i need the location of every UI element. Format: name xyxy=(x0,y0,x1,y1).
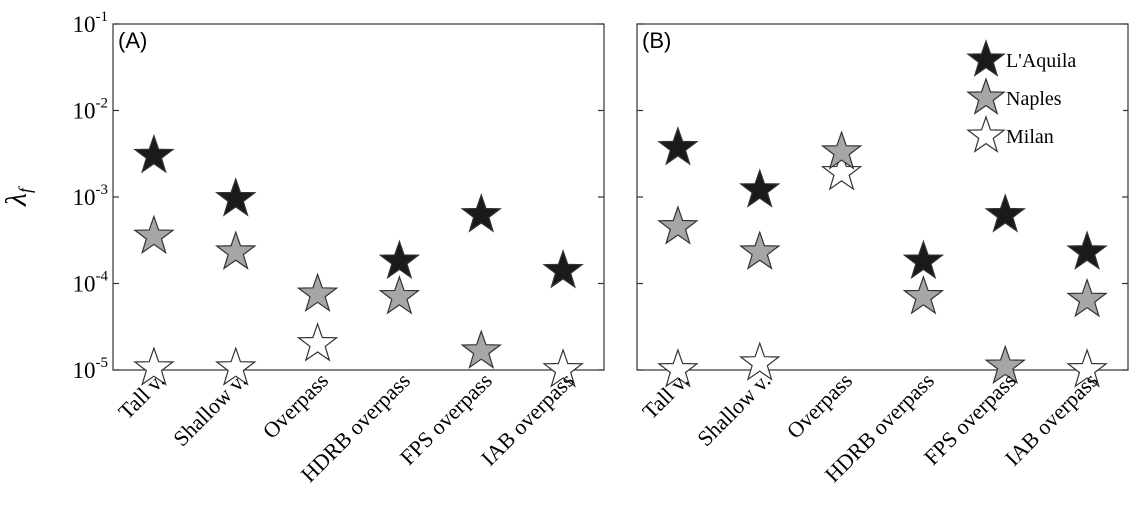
legend-label: Milan xyxy=(1006,126,1054,148)
star-marker xyxy=(902,275,945,315)
y-axis-label: λf xyxy=(0,185,35,207)
star-marker xyxy=(133,346,175,386)
panel-label: (B) xyxy=(642,28,671,53)
legend-marker xyxy=(966,39,1006,77)
x-category-label: Shallow v. xyxy=(168,368,251,451)
x-category-label-text: Shallow v. xyxy=(692,368,775,451)
y-tick-label: 10-3 xyxy=(73,182,109,210)
star-marker xyxy=(657,205,699,245)
star-marker xyxy=(984,344,1027,385)
star-marker xyxy=(1066,348,1108,388)
y-tick-label: 10-1 xyxy=(73,9,109,37)
star-marker xyxy=(738,341,781,381)
star-marker xyxy=(214,346,257,386)
star-marker xyxy=(902,239,945,280)
star-marker xyxy=(378,275,421,315)
legend-label: Naples xyxy=(1006,88,1062,110)
legend-label: L'Aquila xyxy=(1006,50,1076,72)
star-marker xyxy=(984,193,1027,233)
star-marker xyxy=(460,329,503,369)
star-marker xyxy=(214,177,257,217)
marks-layer xyxy=(133,126,1108,388)
legend-layer: L'Aquila Naples Milan xyxy=(958,33,1123,163)
y-tick-label: 10-4 xyxy=(73,269,109,297)
star-marker xyxy=(296,272,339,312)
star-marker xyxy=(214,230,257,270)
star-marker xyxy=(1066,277,1108,318)
x-category-label-text: Overpass xyxy=(258,368,334,444)
star-marker xyxy=(820,130,863,170)
panels-layer xyxy=(112,23,1129,371)
star-marker xyxy=(133,214,175,255)
star-marker xyxy=(820,151,863,191)
x-category-label-text: Overpass xyxy=(782,368,858,444)
star-marker xyxy=(542,348,584,388)
legend-marker xyxy=(966,77,1006,115)
star-marker xyxy=(1066,230,1108,270)
star-marker xyxy=(460,193,503,233)
star-marker xyxy=(542,249,584,289)
star-marker xyxy=(657,126,699,166)
star-marker xyxy=(657,348,699,388)
y-tick-label: 10-2 xyxy=(73,96,109,124)
x-category-label: Overpass xyxy=(782,368,858,444)
star-marker xyxy=(133,133,175,174)
x-category-label: Shallow v. xyxy=(692,368,775,451)
star-marker xyxy=(738,230,781,270)
panel-label: (A) xyxy=(118,28,147,53)
legend-marker xyxy=(966,115,1006,153)
x-category-label-text: Shallow v. xyxy=(168,368,251,451)
y-tick-label: 10-5 xyxy=(73,355,109,383)
star-marker xyxy=(378,239,421,280)
star-marker xyxy=(738,168,781,208)
star-marker xyxy=(296,322,339,362)
plot-area xyxy=(113,24,604,370)
x-category-label: Overpass xyxy=(258,368,334,444)
